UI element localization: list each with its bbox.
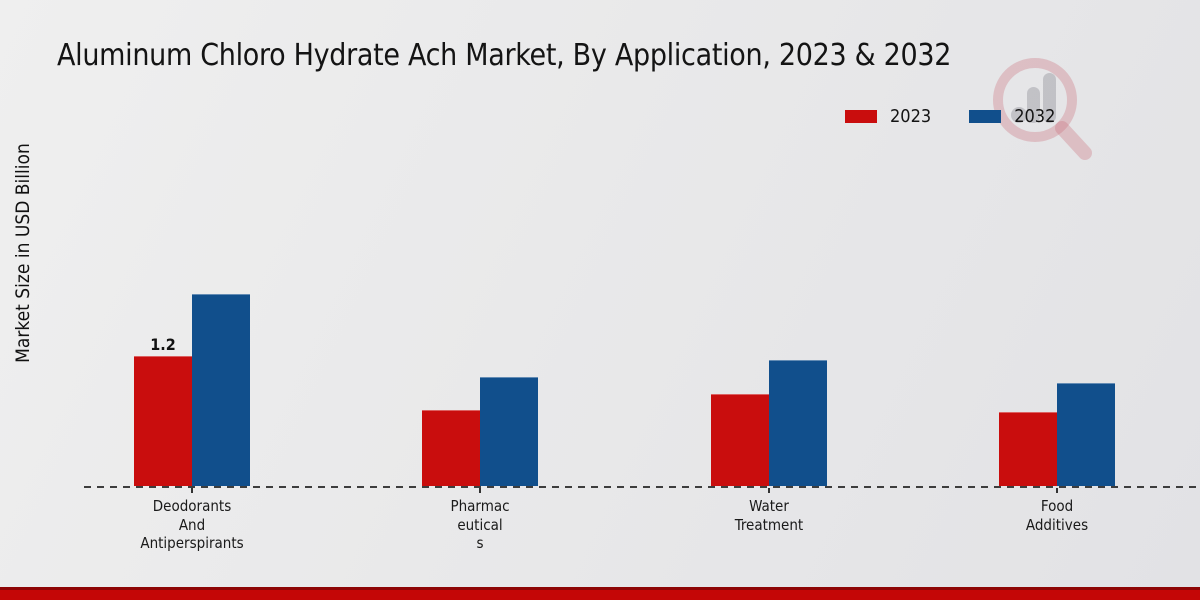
legend-swatch-2032 <box>969 110 1002 123</box>
market-research-magnifier-logo-icon <box>993 58 1092 160</box>
x-axis-tick <box>1056 488 1058 493</box>
legend-item-2032: 2032 <box>969 106 1055 127</box>
category-label-pharmaceuticals: Pharmac eutical s <box>450 497 510 552</box>
bottom-red-strip <box>0 587 1200 600</box>
bar-2032-food-additives <box>1057 383 1115 486</box>
bottom-strip-edge <box>0 587 1200 590</box>
category-label-deodorants-and-antiperspirants: Deodorants And Antiperspirants <box>140 497 244 552</box>
bottom-strip-main <box>0 590 1200 600</box>
bar-2023-deodorants-and-antiperspirants <box>134 356 192 486</box>
legend: 2023 2032 <box>845 106 1055 127</box>
x-axis-baseline <box>84 486 1196 488</box>
legend-item-2023: 2023 <box>845 106 931 127</box>
bar-2032-water-treatment <box>769 360 827 486</box>
category-label-water-treatment: Water Treatment <box>734 497 804 534</box>
bar-value-label: 1.2 <box>150 335 176 354</box>
legend-swatch-2023 <box>845 110 877 123</box>
bar-2023-food-additives <box>999 412 1057 486</box>
bar-2023-water-treatment <box>711 394 769 486</box>
x-axis-tick <box>768 488 770 493</box>
bar-2032-pharmaceuticals <box>480 377 538 486</box>
bar-2032-deodorants-and-antiperspirants <box>192 294 250 486</box>
legend-label-2023: 2023 <box>890 106 932 127</box>
legend-label-2032: 2032 <box>1014 106 1056 127</box>
x-axis-tick <box>191 488 193 493</box>
bar-2023-pharmaceuticals <box>422 410 480 486</box>
x-axis-tick <box>479 488 481 493</box>
chart-title: Aluminum Chloro Hydrate Ach Market, By A… <box>57 38 952 73</box>
category-label-food-additives: Food Additives <box>1025 497 1089 534</box>
